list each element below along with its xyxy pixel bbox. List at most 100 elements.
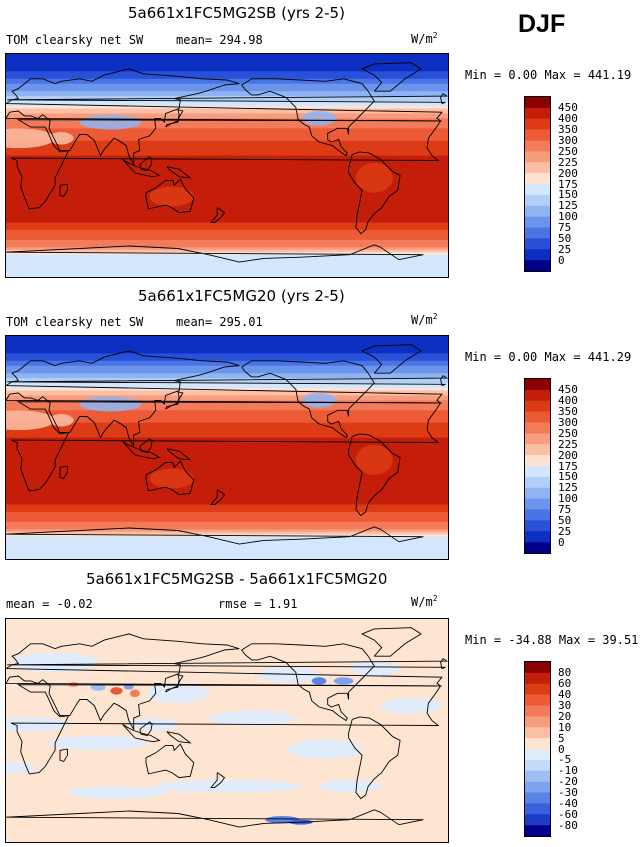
colorbar-swatch-3 <box>525 411 550 423</box>
band-lat--54 <box>6 514 448 518</box>
coastline-13 <box>166 448 192 461</box>
colorbar-swatch-9 <box>525 194 550 207</box>
colorbar-tick-label: 0 <box>558 742 565 756</box>
band-lat-82 <box>6 63 448 67</box>
band-lat--4 <box>6 452 448 456</box>
colorbar-swatch-1 <box>525 107 550 120</box>
band-lat--42 <box>6 499 448 503</box>
band-lat-48 <box>6 388 448 391</box>
colorbar-swatch-2 <box>525 118 550 130</box>
coastline-2 <box>145 743 195 779</box>
band-lat--22 <box>6 192 448 196</box>
band-lat--88 <box>6 556 448 559</box>
band-lat--20 <box>6 190 448 194</box>
coastline-1 <box>10 401 441 492</box>
colorbar-swatch-12 <box>525 227 550 239</box>
diff-background <box>6 619 448 842</box>
colorbar-tick-label: 350 <box>558 123 578 137</box>
diff-region-9 <box>67 786 166 799</box>
band-lat-2 <box>6 445 448 448</box>
panel-2-title: 5a661x1FC5MG20 (yrs 2-5) <box>138 287 345 305</box>
colorbar-tick-label: 25 <box>558 524 572 538</box>
band-lat-12 <box>6 150 448 154</box>
colorbar-tick-label: 75 <box>558 503 572 516</box>
colorbar-tick-label: 250 <box>558 426 578 440</box>
band-lat--82 <box>6 267 448 270</box>
land-patch-0 <box>6 410 56 431</box>
band-lat--86 <box>6 272 448 275</box>
season-label: DJF <box>518 10 566 38</box>
band-lat-14 <box>6 430 448 434</box>
colorbar-tick-label: 175 <box>558 177 578 191</box>
colorbar-swatch-7 <box>525 455 550 467</box>
band-lat--18 <box>6 469 448 473</box>
band-lat--6 <box>6 172 448 176</box>
coastline-10 <box>210 489 226 505</box>
band-lat-32 <box>6 407 448 411</box>
colorbar-tick-label: 10 <box>558 720 572 734</box>
band-lat-20 <box>6 422 448 426</box>
colorbar-tick-label: -10 <box>558 764 578 778</box>
band-lat--52 <box>6 511 448 515</box>
band-lat--54 <box>6 232 448 236</box>
colorbar-swatch-0 <box>525 662 550 674</box>
band-lat-42 <box>6 395 448 399</box>
band-lat--68 <box>6 249 448 253</box>
colorbar-swatch-0 <box>525 97 550 109</box>
band-lat-52 <box>6 101 448 104</box>
band-lat--12 <box>6 180 448 184</box>
colorbar-swatch-1 <box>525 389 550 402</box>
coastline-3 <box>241 360 375 439</box>
coastline-10 <box>210 772 226 788</box>
band-lat--44 <box>6 220 448 223</box>
colorbar-swatch-8 <box>525 466 550 478</box>
colorbar-tick-label: 300 <box>558 416 578 429</box>
band-lat--78 <box>6 262 448 266</box>
colorbar-swatch-10 <box>525 770 550 782</box>
band-lat-80 <box>6 348 448 352</box>
diff-region-7 <box>349 661 399 676</box>
band-lat--84 <box>6 269 448 273</box>
band-lat-72 <box>6 358 448 362</box>
band-lat-84 <box>6 61 448 65</box>
band-lat-40 <box>6 397 448 401</box>
band-lat--10 <box>6 459 448 463</box>
coastline-12 <box>139 721 153 737</box>
band-lat-46 <box>6 108 448 112</box>
band-lat--48 <box>6 224 448 228</box>
colorbar-swatch-13 <box>525 238 550 250</box>
band-lat-40 <box>6 115 448 119</box>
band-lat-24 <box>6 417 448 421</box>
band-lat--76 <box>6 541 448 545</box>
colorbar-swatch-1 <box>525 672 550 685</box>
band-lat-34 <box>6 405 448 409</box>
colorbar-tick-label: -5 <box>558 753 572 767</box>
panel-1-title: 5a661x1FC5MG2SB (yrs 2-5) <box>128 4 345 22</box>
band-lat-0 <box>6 447 448 451</box>
colorbar-tick-label: 250 <box>558 144 578 158</box>
band-lat-86 <box>6 58 448 62</box>
colorbar-swatch-6 <box>525 162 550 174</box>
panel-1-colorbar <box>524 96 551 272</box>
coastline-6 <box>6 244 424 263</box>
band-lat--28 <box>6 482 448 486</box>
colorbar-tick-label: 80 <box>558 666 572 680</box>
colorbar-swatch-8 <box>525 749 550 761</box>
coastline-5 <box>361 62 422 92</box>
coastline-5 <box>361 344 422 374</box>
band-lat-30 <box>6 128 448 132</box>
band-lat--38 <box>6 494 448 498</box>
band-lat--18 <box>6 187 448 191</box>
band-lat-26 <box>6 133 448 137</box>
band-lat--42 <box>6 217 448 221</box>
panel-3-title: 5a661x1FC5MG2SB - 5a661x1FC5MG20 <box>86 570 388 588</box>
band-lat-54 <box>6 380 448 384</box>
band-lat-28 <box>6 412 448 416</box>
coastline-11 <box>122 440 161 460</box>
colorbar-swatch-15 <box>525 542 550 553</box>
band-lat--72 <box>6 254 448 258</box>
band-lat--56 <box>6 516 448 520</box>
band-lat-8 <box>6 155 448 159</box>
land-patch-4 <box>355 163 393 193</box>
colorbar-swatch-9 <box>525 476 550 489</box>
